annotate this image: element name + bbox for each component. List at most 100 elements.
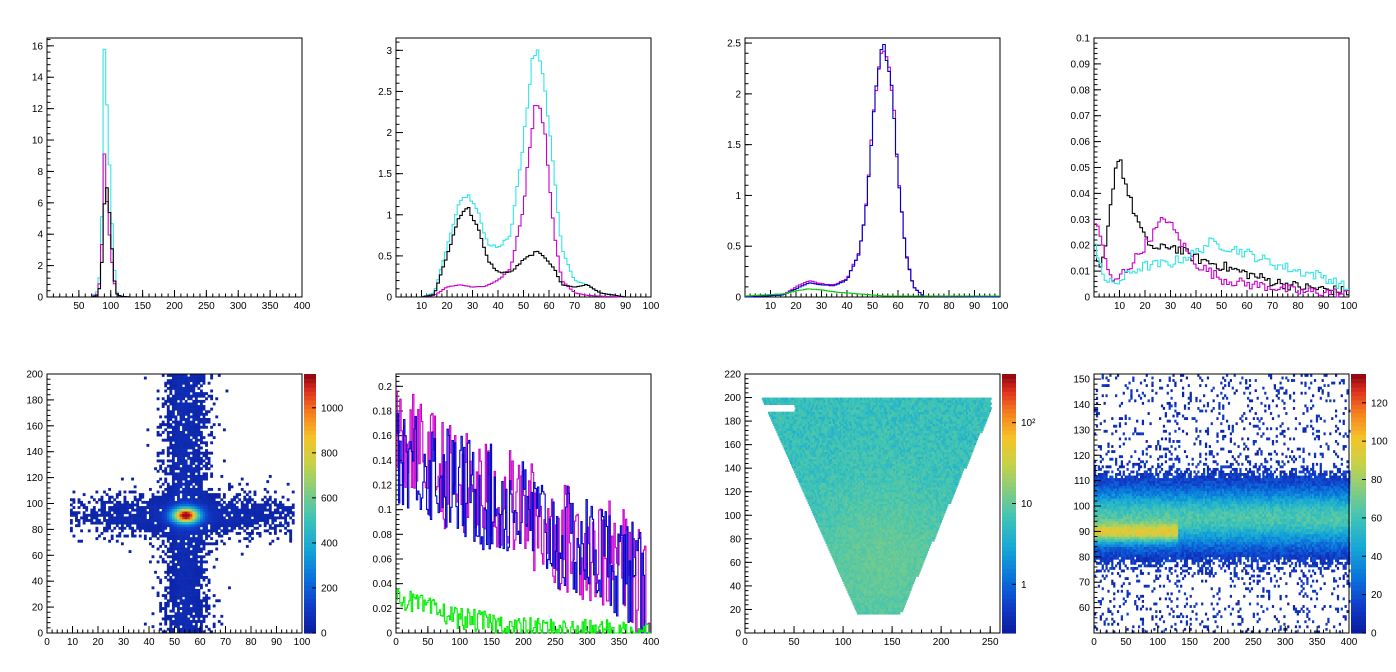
heatmap-cells [69, 374, 295, 634]
x-tick-label: 200 [515, 637, 532, 648]
colorbar-swatch [304, 386, 316, 392]
colorbar-swatch [1351, 464, 1366, 470]
colorbar-swatch [1351, 503, 1366, 509]
y-tick-label: 0 [37, 293, 43, 304]
x-tick-label: 90 [271, 637, 283, 648]
y-tick-label: 6 [37, 198, 43, 209]
colorbar-swatch [304, 417, 316, 423]
colorbar-swatch [1351, 516, 1366, 522]
x-tick-label: 0 [742, 637, 748, 648]
y-tick-label: 0.06 [1071, 137, 1091, 148]
colorbar-swatch [1351, 443, 1366, 448]
colorbar-swatch [1002, 447, 1016, 453]
colorbar-swatch [1002, 589, 1016, 595]
colorbar-swatch [1002, 451, 1016, 457]
y-tick-label: 0 [735, 629, 741, 640]
colorbar-swatch [304, 447, 316, 453]
x-tick-label: 250 [198, 301, 215, 312]
colorbar-swatch [304, 615, 316, 621]
colorbar-swatch [1351, 447, 1366, 453]
x-tick-label: 250 [1245, 637, 1262, 648]
y-tick-label: 1.5 [727, 140, 741, 151]
colorbar-swatch [1351, 430, 1366, 436]
colorbar-swatch [1351, 374, 1366, 379]
y-tick-label: 0.08 [1071, 85, 1091, 96]
y-tick-label: 0.18 [373, 407, 393, 418]
colorbar-swatch [304, 546, 316, 552]
colorbar-swatch [1002, 391, 1016, 397]
colorbar-tick-label: 600 [321, 493, 338, 504]
colorbar-swatch [1002, 568, 1016, 574]
histogram-panel-6: 0 50 100 150 200 250 300 350 400 0 0.02 0.04 0.06 0.0… [373, 373, 660, 648]
x-tick-label: 80 [943, 301, 955, 312]
colorbar-swatch [1002, 507, 1016, 513]
colorbar-swatch [1351, 425, 1366, 431]
y-tick-label: 220 [724, 370, 741, 381]
colorbar-swatch [304, 425, 316, 431]
colorbar-swatch [1351, 602, 1366, 608]
colorbar-swatch [1351, 412, 1366, 418]
y-tick-label: 0 [386, 629, 392, 640]
colorbar-swatch [1351, 477, 1366, 483]
y-tick-label: 1.5 [378, 169, 392, 180]
x-tick-label: 100 [1341, 301, 1358, 312]
colorbar-swatch [1002, 620, 1016, 625]
colorbar-tick-label: 60 [1371, 513, 1383, 524]
y-tick-label: 0.2 [378, 382, 392, 393]
colorbar-swatch [1002, 460, 1016, 466]
y-tick-label: 150 [1073, 375, 1090, 386]
colorbar-swatch [1351, 473, 1366, 479]
colorbar-swatch [1002, 430, 1016, 436]
y-tick-label: 60 [730, 558, 742, 569]
series-line [745, 43, 1000, 298]
x-tick-label: 100 [835, 637, 852, 648]
colorbar-swatch [1351, 417, 1366, 423]
y-tick-label: 10 [32, 136, 44, 147]
colorbar-swatch [1351, 456, 1366, 461]
colorbar-swatch [1351, 538, 1366, 543]
colorbar-swatch [1351, 620, 1366, 625]
x-tick-label: 100 [451, 637, 468, 648]
colorbar-swatch [1351, 529, 1366, 535]
colorbar-swatch [304, 525, 316, 530]
x-tick-label: 10 [1114, 301, 1126, 312]
series-line [1094, 237, 1349, 291]
colorbar-swatch [1351, 460, 1366, 466]
colorbar-swatch [304, 628, 316, 634]
colorbar-tick-label: 1000 [321, 403, 344, 414]
colorbar-swatch [304, 391, 316, 397]
x-tick-label: 80 [594, 301, 606, 312]
colorbar-swatch [1002, 602, 1016, 608]
series-line [47, 153, 302, 298]
y-tick-label: 0.5 [727, 242, 741, 253]
y-tick-label: 80 [1079, 552, 1091, 563]
x-tick-label: 10 [67, 637, 79, 648]
colorbar-swatch [304, 585, 316, 591]
colorbar-swatch [304, 399, 316, 405]
y-tick-label: 90 [1079, 527, 1091, 538]
x-tick-label: 300 [230, 301, 247, 312]
colorbar-swatch [304, 404, 316, 410]
colorbar-swatch [1002, 563, 1016, 569]
colorbar-swatch [1351, 391, 1366, 397]
colorbar-swatch [1002, 374, 1016, 379]
y-tick-label: 1 [386, 210, 392, 221]
colorbar-swatch [304, 529, 316, 535]
y-tick-label: 0.09 [1071, 59, 1091, 70]
colorbar-swatch [304, 538, 316, 543]
colorbar-swatch [1002, 529, 1016, 535]
x-tick-label: 60 [1241, 301, 1253, 312]
colorbar-swatch [304, 438, 316, 444]
x-tick-label: 150 [134, 301, 151, 312]
x-tick-label: 100 [992, 301, 1009, 312]
y-tick-label: 60 [32, 551, 44, 562]
colorbar-swatch [304, 430, 316, 436]
colorbar-swatch [1002, 598, 1016, 604]
y-tick-label: 0.12 [373, 481, 393, 492]
y-tick-label: 0.04 [373, 579, 393, 590]
colorbar-swatch [1002, 421, 1016, 427]
y-tick-label: 2 [735, 89, 741, 100]
x-tick-label: 90 [969, 301, 981, 312]
colorbar-tick-label: 100 [1371, 437, 1388, 448]
y-tick-label: 60 [1079, 603, 1091, 614]
